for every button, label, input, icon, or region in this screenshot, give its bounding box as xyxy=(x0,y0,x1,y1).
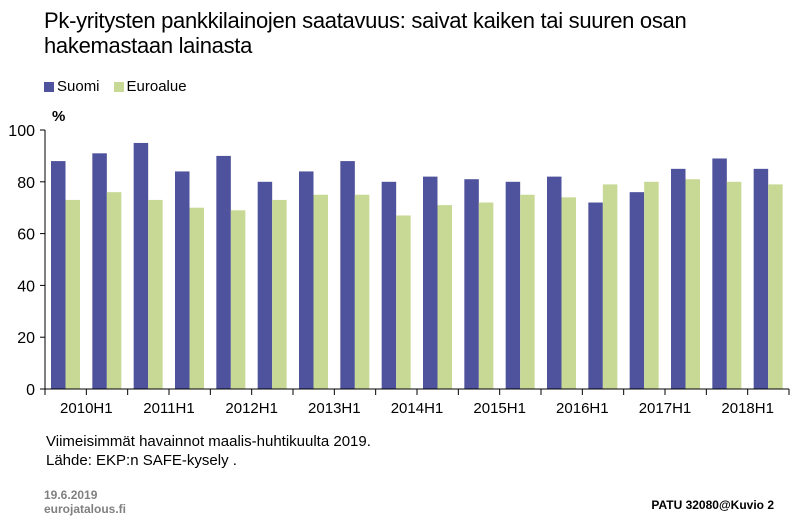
bar-suomi-2015H2 xyxy=(505,181,521,389)
x-tick-label-2017H1: 2017H1 xyxy=(639,400,692,417)
bar-suomi-2016H2 xyxy=(588,202,603,389)
bar-suomi-2014H1 xyxy=(381,181,397,389)
footer-code: PATU 32080@Kuvio 2 xyxy=(651,498,774,512)
chart-title: Pk-yritysten pankkilainojen saatavuus: s… xyxy=(44,8,764,58)
bar-suomi-2010H1 xyxy=(51,161,66,389)
bar-euroalue-2016H1 xyxy=(561,197,576,389)
legend-item-euroalue: Euroalue xyxy=(113,78,187,95)
bar-euroalue-2010H2 xyxy=(106,192,122,389)
bar-euroalue-2015H1 xyxy=(478,202,494,389)
bar-euroalue-2017H1 xyxy=(644,181,659,389)
note-source: Lähde: EKP:n SAFE-kysely . xyxy=(46,452,237,469)
x-tick-label-2014H1: 2014H1 xyxy=(391,400,444,417)
bar-suomi-2013H2 xyxy=(340,161,355,389)
bar-suomi-2010H2 xyxy=(92,153,107,389)
bar-chart: 0 20 40 60 80 100 2010H1 2011H1 2012H1 2013H1 2014… xyxy=(8,123,790,417)
bar-euroalue-2015H2 xyxy=(520,194,535,389)
chart-title-line1: Pk-yritysten pankkilainojen saatavuus: s… xyxy=(44,8,687,33)
bar-suomi-2014H2 xyxy=(423,176,438,389)
bar-euroalue-2018H1 xyxy=(726,181,742,389)
bar-euroalue-2014H1 xyxy=(396,215,411,389)
chart-notes: Viimeisimmät havainnot maalis-huhtikuult… xyxy=(46,432,371,470)
x-tick-label-2013H1: 2013H1 xyxy=(308,400,361,417)
bar-suomi-2011H2 xyxy=(175,171,190,389)
y-axis-unit: % xyxy=(52,108,66,125)
bar-euroalue-2013H1 xyxy=(313,194,328,389)
bar-suomi-2018H2 xyxy=(753,168,769,389)
legend-label-suomi: Suomi xyxy=(57,78,100,95)
y-tick-label-0: 0 xyxy=(26,382,35,399)
legend-swatch-suomi xyxy=(44,81,54,92)
bar-euroalue-2013H2 xyxy=(354,194,370,389)
bar-suomi-2017H2 xyxy=(671,168,686,389)
chart-legend: Suomi Euroalue xyxy=(44,78,187,95)
bar-suomi-2017H1 xyxy=(629,192,645,389)
y-tick-label-40: 40 xyxy=(17,278,35,295)
bar-euroalue-2018H2 xyxy=(768,184,783,389)
x-tick-label-2011H1: 2011H1 xyxy=(143,400,194,417)
bar-suomi-2016H1 xyxy=(547,176,562,389)
legend-label-euroalue: Euroalue xyxy=(126,78,187,95)
legend-swatch-euroalue xyxy=(113,81,124,92)
footer-left: 19.6.2019 eurojatalous.fi xyxy=(44,488,126,516)
bar-suomi-2018H1 xyxy=(712,158,727,389)
x-tick-label-2018H1: 2018H1 xyxy=(721,400,774,417)
bar-euroalue-2010H1 xyxy=(65,199,80,389)
x-tick-label-2016H1: 2016H1 xyxy=(556,400,609,417)
bar-euroalue-2012H1 xyxy=(230,210,246,389)
y-tick-label-80: 80 xyxy=(17,175,35,192)
bar-euroalue-2012H2 xyxy=(272,199,287,389)
y-tick-label-20: 20 xyxy=(17,330,35,347)
note-latest-observations: Viimeisimmät havainnot maalis-huhtikuult… xyxy=(46,433,371,450)
bar-suomi-2012H1 xyxy=(216,155,231,389)
chart-title-line2: hakemastaan lainasta xyxy=(44,33,253,58)
legend-item-suomi: Suomi xyxy=(44,78,100,95)
bar-euroalue-2011H2 xyxy=(189,207,204,389)
bar-euroalue-2014H2 xyxy=(437,205,452,389)
x-tick-label-2015H1: 2015H1 xyxy=(473,400,526,417)
bar-euroalue-2011H1 xyxy=(148,199,163,389)
footer-site: eurojatalous.fi xyxy=(44,502,127,516)
bar-suomi-2015H1 xyxy=(464,179,479,389)
bar-suomi-2013H1 xyxy=(299,171,314,389)
bar-suomi-2012H2 xyxy=(257,181,273,389)
x-tick-label-2010H1: 2010H1 xyxy=(60,400,113,417)
x-tick-label-2012H1: 2012H1 xyxy=(225,400,278,417)
y-tick-label-100: 100 xyxy=(8,123,35,140)
bar-euroalue-2017H2 xyxy=(685,179,700,389)
bar-euroalue-2016H2 xyxy=(602,184,618,389)
footer-date: 19.6.2019 xyxy=(44,488,98,502)
y-tick-label-60: 60 xyxy=(17,227,35,244)
bar-suomi-2011H1 xyxy=(133,142,149,389)
